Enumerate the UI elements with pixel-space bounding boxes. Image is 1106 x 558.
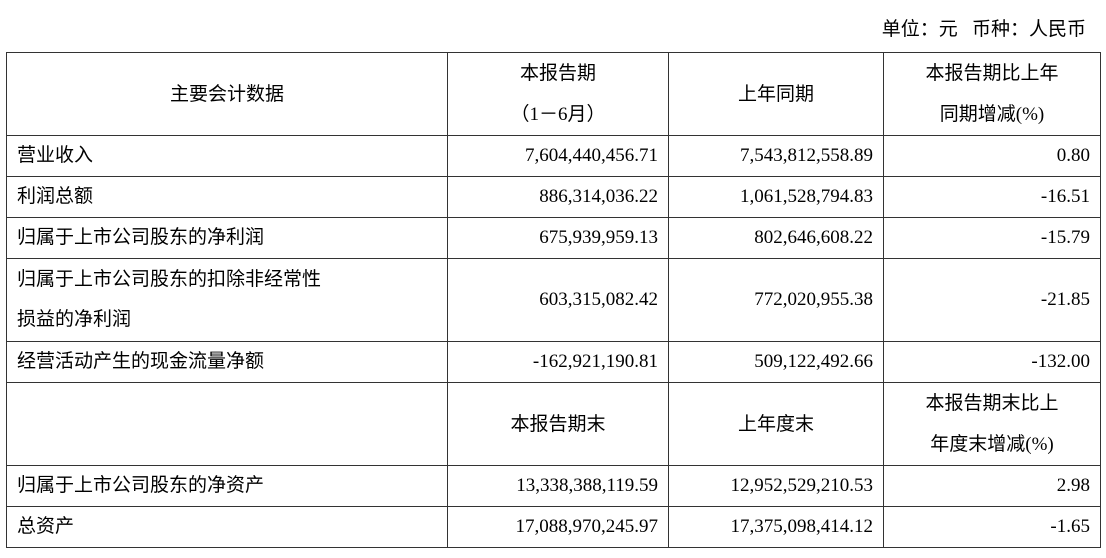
row-label: 营业收入 [6,135,448,177]
prior-value: 772,020,955.38 [668,258,884,342]
prior-value: 12,952,529,210.53 [668,465,884,507]
table-row: 总资产 17,088,970,245.97 17,375,098,414.12 … [6,506,1101,548]
table-header-row: 主要会计数据 本报告期 （1－6月） 上年同期 本报告期比上年 同期增减(%) [6,52,1101,136]
prior-value: 7,543,812,558.89 [668,135,884,177]
prior-value: 802,646,608.22 [668,217,884,259]
header-current-period: 本报告期 （1－6月） [447,52,669,136]
key-accounting-data-table: 主要会计数据 本报告期 （1－6月） 上年同期 本报告期比上年 同期增减(%) 营业… [6,52,1101,548]
row-label: 总资产 [6,506,448,548]
header-text: 同期增减(%) [939,104,1045,125]
current-value: 13,338,388,119.59 [447,465,669,507]
row-label: 归属于上市公司股东的净利润 [6,217,448,259]
row-label-line: 损益的净利润 [17,309,132,330]
current-value: 17,088,970,245.97 [447,506,669,548]
header-change: 本报告期比上年 同期增减(%) [883,52,1101,136]
change-value: -15.79 [883,217,1101,259]
header-prior-period: 上年同期 [668,52,884,136]
change-value: -132.00 [883,341,1101,383]
current-value: 7,604,440,456.71 [447,135,669,177]
current-value: 603,315,082.42 [447,258,669,342]
header-text: 年度末增减(%) [930,434,1054,455]
table-row: 归属于上市公司股东的净资产 13,338,388,119.59 12,952,5… [6,465,1101,507]
header-change: 本报告期末比上 年度末增减(%) [883,382,1101,466]
row-label: 经营活动产生的现金流量净额 [6,341,448,383]
change-value: 0.80 [883,135,1101,177]
row-label: 归属于上市公司股东的净资产 [6,465,448,507]
row-label: 利润总额 [6,176,448,218]
header-period-end: 本报告期末 [447,382,669,466]
prior-value: 17,375,098,414.12 [668,506,884,548]
table-row: 利润总额 886,314,036.22 1,061,528,794.83 -16… [6,176,1101,218]
header-text: 本报告期比上年 [925,63,1059,84]
current-value: 675,939,959.13 [447,217,669,259]
table-subheader-row: 本报告期末 上年度末 本报告期末比上 年度末增减(%) [6,382,1101,466]
unit-currency-note: 单位：元 币种：人民币 [881,19,1086,40]
table-row: 归属于上市公司股东的扣除非经常性 损益的净利润 603,315,082.42 77… [6,258,1101,342]
change-value: 2.98 [883,465,1101,507]
table-row: 经营活动产生的现金流量净额 -162,921,190.81 509,122,49… [6,341,1101,383]
current-value: -162,921,190.81 [447,341,669,383]
header-item [6,382,448,466]
prior-value: 1,061,528,794.83 [668,176,884,218]
table-row: 营业收入 7,604,440,456.71 7,543,812,558.89 0… [6,135,1101,177]
header-item: 主要会计数据 [6,52,448,136]
current-value: 886,314,036.22 [447,176,669,218]
change-value: -21.85 [883,258,1101,342]
header-text: 本报告期 [519,63,596,84]
change-value: -16.51 [883,176,1101,218]
header-text: 本报告期末比上 [925,393,1059,414]
row-label: 归属于上市公司股东的扣除非经常性 损益的净利润 [6,258,448,342]
table-row: 归属于上市公司股东的净利润 675,939,959.13 802,646,608… [6,217,1101,259]
header-text: （1－6月） [510,104,606,125]
header-prior-year-end: 上年度末 [668,382,884,466]
prior-value: 509,122,492.66 [668,341,884,383]
row-label-line: 归属于上市公司股东的扣除非经常性 [17,269,322,290]
change-value: -1.65 [883,506,1101,548]
